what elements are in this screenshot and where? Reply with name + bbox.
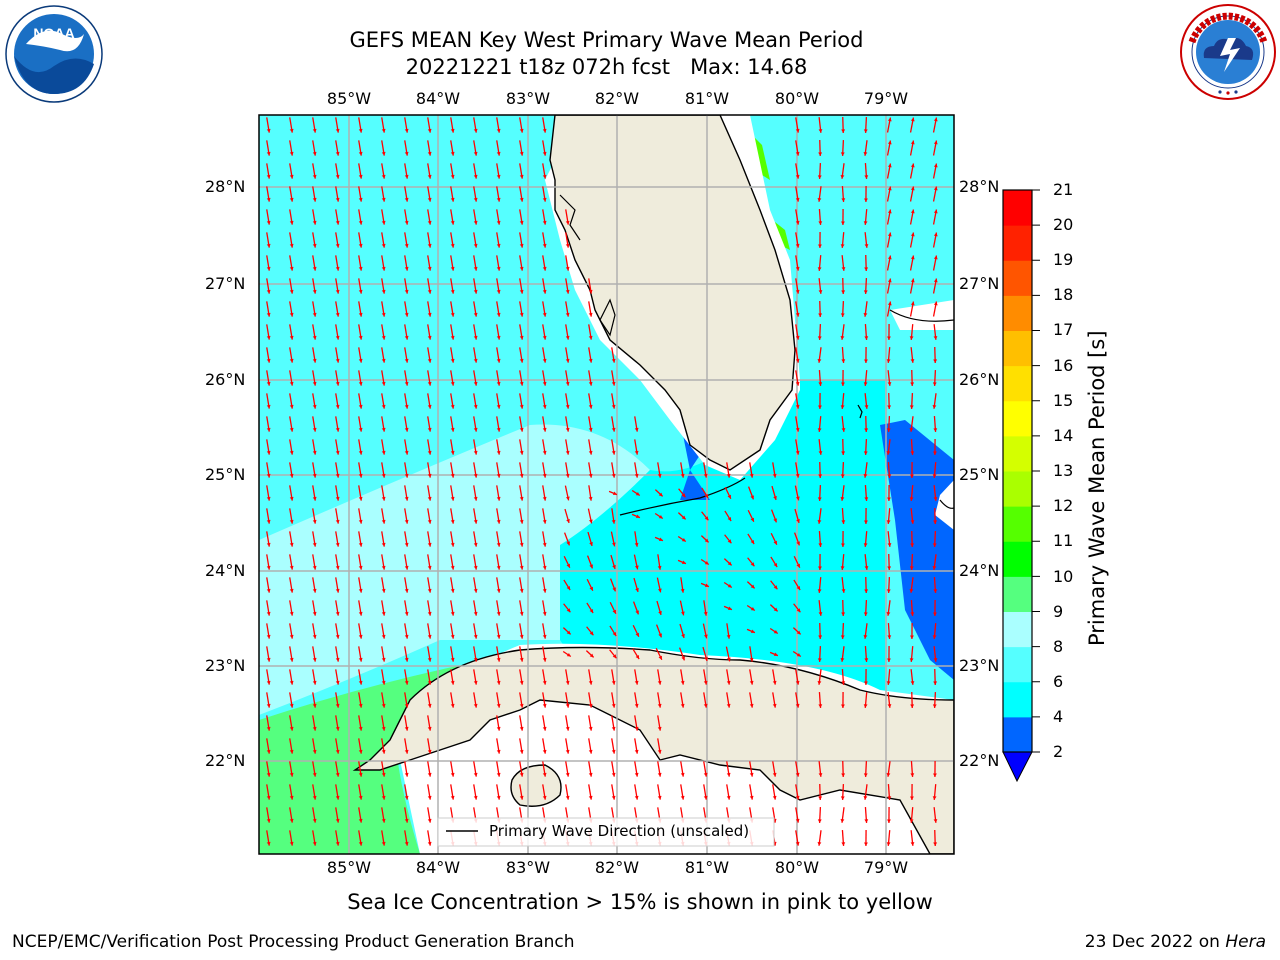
lon-tick-bottom: 81°W (684, 858, 730, 877)
lat-tick-right: 25°N (959, 465, 1000, 484)
colorbar-tick: 17 (1053, 320, 1074, 339)
colorbar-tick: 9 (1053, 602, 1064, 621)
colorbar-tick: 11 (1053, 531, 1074, 550)
legend-label: Primary Wave Direction (unscaled) (489, 822, 750, 840)
lat-tick-left: 27°N (205, 274, 246, 293)
colorbar-level-18-19 (1003, 260, 1032, 296)
lon-tick-bottom: 82°W (594, 858, 640, 877)
map-frame (258, 114, 955, 855)
colorbar-tick: 14 (1053, 426, 1074, 445)
colorbar-tick: 18 (1053, 285, 1074, 304)
colorbar-tick: 15 (1053, 391, 1074, 410)
noaa-logo: NOAA (5, 5, 103, 103)
lon-tick-bottom: 83°W (505, 858, 551, 877)
lat-tick-left: 23°N (205, 656, 246, 675)
colorbar-level-20-21 (1003, 190, 1032, 226)
lon-tick-bottom: 84°W (415, 858, 461, 877)
map-subtitle: 20221221 t18z 072h fcst Max: 14.68 (405, 55, 808, 79)
colorbar-level-4-6 (1003, 681, 1032, 718)
lon-tick-top: 83°W (505, 89, 551, 108)
colorbar-tick: 21 (1053, 180, 1074, 199)
colorbar-level-12-13 (1003, 471, 1032, 507)
sea-ice-caption: Sea Ice Concentration > 15% is shown in … (347, 890, 933, 914)
colorbar-level-11-12 (1003, 506, 1032, 542)
colorbar-tick: 4 (1053, 707, 1064, 726)
lon-tick-bottom: 85°W (326, 858, 372, 877)
florida-keys (619, 477, 746, 516)
colorbar-tick: 2 (1053, 742, 1064, 761)
lon-tick-top: 84°W (415, 89, 461, 108)
lon-tick-top: 82°W (594, 89, 640, 108)
noaa-logo-text: NOAA (33, 25, 74, 41)
colorbar-level-13-14 (1003, 435, 1032, 472)
footer-machine: Hera (1225, 932, 1266, 952)
colorbar-level-16-17 (1003, 330, 1032, 367)
colorbar-level-8-9 (1003, 611, 1032, 648)
colorbar-level-14-15 (1003, 400, 1032, 437)
bahamas-coast (889, 309, 954, 322)
map-gridlines (259, 115, 954, 854)
lat-tick-right: 23°N (959, 656, 1000, 675)
wave-direction-arrows (266, 116, 938, 847)
map-legend (437, 817, 775, 847)
lon-tick-top: 80°W (774, 89, 820, 108)
lat-tick-right: 27°N (959, 274, 1000, 293)
colorbar-label: Primary Wave Mean Period [s] (1085, 330, 1109, 646)
lat-tick-left: 26°N (205, 370, 246, 389)
lon-tick-top: 79°W (863, 89, 909, 108)
lat-tick-left: 24°N (205, 561, 246, 580)
colorbar-tick: 10 (1053, 567, 1074, 586)
colorbar-frame (1002, 189, 1033, 753)
lat-tick-left: 25°N (205, 465, 246, 484)
lat-tick-right: 22°N (959, 751, 1000, 770)
lon-tick-bottom: 80°W (774, 858, 820, 877)
lat-tick-right: 24°N (959, 561, 1000, 580)
colorbar-level-6-8 (1003, 646, 1032, 683)
lat-tick-left: 22°N (205, 751, 246, 770)
colorbar-level-19-20 (1003, 225, 1032, 261)
nws-logo (1180, 4, 1276, 100)
lat-tick-right: 26°N (959, 370, 1000, 389)
lat-tick-right: 28°N (959, 177, 1000, 196)
lon-tick-top: 85°W (326, 89, 372, 108)
footer-date-text: 23 Dec 2022 on (1084, 932, 1226, 952)
lon-tick-bottom: 79°W (863, 858, 909, 877)
colorbar-tick: 13 (1053, 461, 1074, 480)
colorbar-tick: 19 (1053, 250, 1074, 269)
florida-land (549, 115, 796, 471)
colorbar-tick: 8 (1053, 637, 1064, 656)
colorbar-level-9-10 (1003, 576, 1032, 612)
colorbar-level-10-11 (1003, 541, 1032, 577)
colorbar-tick: 16 (1053, 356, 1074, 375)
colorbar (1003, 189, 1040, 753)
footer-date: 23 Dec 2022 on Hera (1085, 932, 1266, 952)
colorbar-tick: 6 (1053, 672, 1064, 691)
colorbar-level-2-4 (1003, 716, 1032, 753)
footer-branch: NCEP/EMC/Verification Post Processing Pr… (12, 932, 575, 952)
map-title: GEFS MEAN Key West Primary Wave Mean Per… (349, 28, 864, 52)
period-field-8-9 (259, 424, 650, 715)
colorbar-tick: 12 (1053, 496, 1074, 515)
colorbar-level-15-16 (1003, 365, 1032, 402)
lat-tick-left: 28°N (205, 177, 246, 196)
colorbar-level-17-18 (1003, 295, 1032, 331)
colorbar-tick: 20 (1053, 215, 1074, 234)
lon-tick-top: 81°W (684, 89, 730, 108)
